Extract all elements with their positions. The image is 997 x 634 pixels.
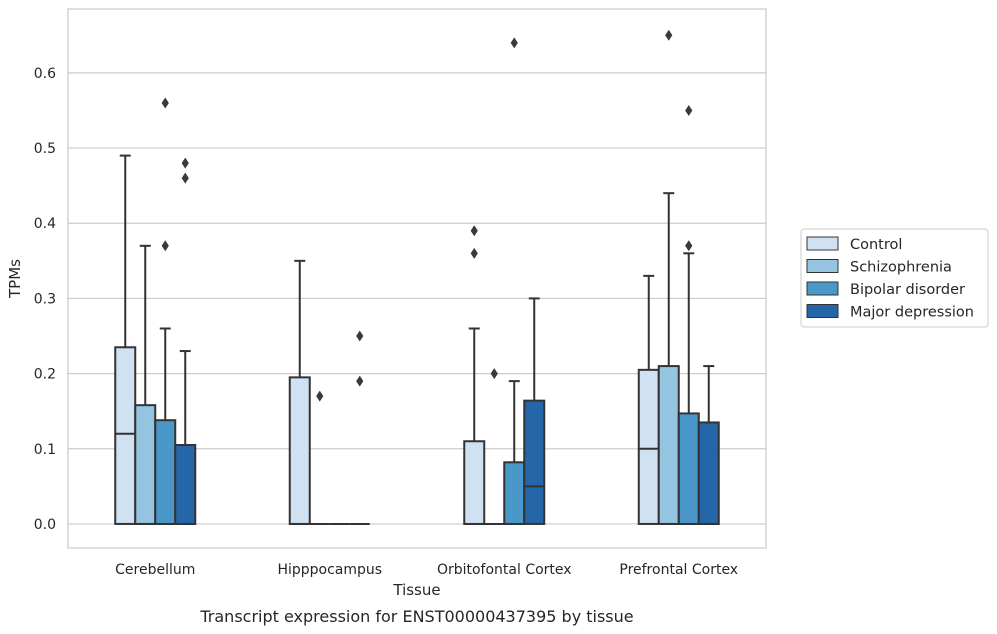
- box-major-depression: [349, 330, 370, 525]
- outlier-point: [665, 29, 673, 41]
- box-body: [114, 346, 137, 525]
- box-schizophrenia: [309, 390, 330, 525]
- outlier-point: [510, 37, 518, 49]
- box-control: [288, 259, 311, 525]
- box-body: [174, 444, 197, 525]
- y-axis-label: TPMs: [6, 259, 24, 299]
- legend-swatch: [806, 281, 839, 296]
- plot-frame: [67, 8, 767, 549]
- box-bipolar-disorder: [503, 37, 526, 525]
- box-body: [463, 440, 486, 525]
- outlier-point: [490, 368, 498, 380]
- x-tick-labels: Cerebellum Hipppocampus Orbitofontal Corte…: [115, 562, 738, 578]
- box-body: [657, 365, 680, 525]
- legend: Control Schizophrenia Bipolar disorder Majo…: [800, 228, 989, 328]
- y-tick-label: 0.6: [34, 66, 56, 82]
- legend-swatch: [806, 259, 839, 273]
- outlier-point: [161, 240, 169, 252]
- legend-label: Schizophrenia: [850, 260, 952, 276]
- box-major-depression: [697, 365, 720, 525]
- outlier-point: [161, 97, 169, 109]
- outlier-point: [470, 225, 478, 237]
- legend-label: Control: [850, 237, 902, 253]
- box-bipolar-disorder: [677, 104, 700, 525]
- outlier-point: [316, 390, 324, 402]
- x-axis-label: Tissue: [392, 581, 440, 599]
- outlier-point: [685, 104, 693, 116]
- chart-caption: Transcript expression for ENST0000043739…: [199, 607, 633, 626]
- box-body: [154, 419, 177, 525]
- y-tick-label: 0.4: [34, 216, 56, 232]
- legend-label: Major depression: [850, 305, 974, 321]
- box-body: [637, 368, 660, 525]
- boxes: [114, 29, 720, 525]
- y-tick-label: 0.3: [34, 291, 56, 307]
- outlier-point: [356, 330, 364, 342]
- box-body: [523, 399, 546, 525]
- legend-label: Bipolar disorder: [850, 282, 965, 298]
- outlier-point: [181, 157, 189, 169]
- x-tick-label: Hipppocampus: [277, 562, 382, 578]
- legend-swatch: [806, 304, 839, 318]
- y-tick-labels: 0.0 0.1 0.2 0.3 0.4 0.5 0.6: [34, 66, 56, 533]
- outlier-point: [181, 172, 189, 184]
- x-tick-label: Prefrontal Cortex: [619, 562, 738, 578]
- box-body: [134, 404, 157, 525]
- outlier-point: [470, 247, 478, 259]
- y-tick-label: 0.1: [34, 442, 56, 458]
- legend-frame: [800, 228, 989, 328]
- box-control: [114, 154, 137, 525]
- y-tick-label: 0.0: [34, 517, 56, 533]
- box-body: [288, 376, 311, 525]
- box-body: [677, 412, 700, 525]
- box-major-depression: [174, 157, 197, 525]
- box-schizophrenia: [134, 244, 157, 525]
- y-tick-label: 0.2: [34, 367, 56, 383]
- box-schizophrenia: [657, 29, 680, 525]
- x-tick-label: Orbitofontal Cortex: [437, 562, 572, 578]
- box-control: [463, 225, 486, 525]
- box-major-depression: [523, 297, 546, 525]
- y-tick-label: 0.5: [34, 141, 56, 157]
- box-schizophrenia: [484, 368, 505, 525]
- box-body: [503, 461, 526, 525]
- box-body: [697, 421, 720, 525]
- outlier-point: [685, 240, 693, 252]
- x-tick-label: Cerebellum: [115, 562, 195, 578]
- outlier-point: [356, 375, 364, 387]
- legend-swatch: [806, 236, 839, 251]
